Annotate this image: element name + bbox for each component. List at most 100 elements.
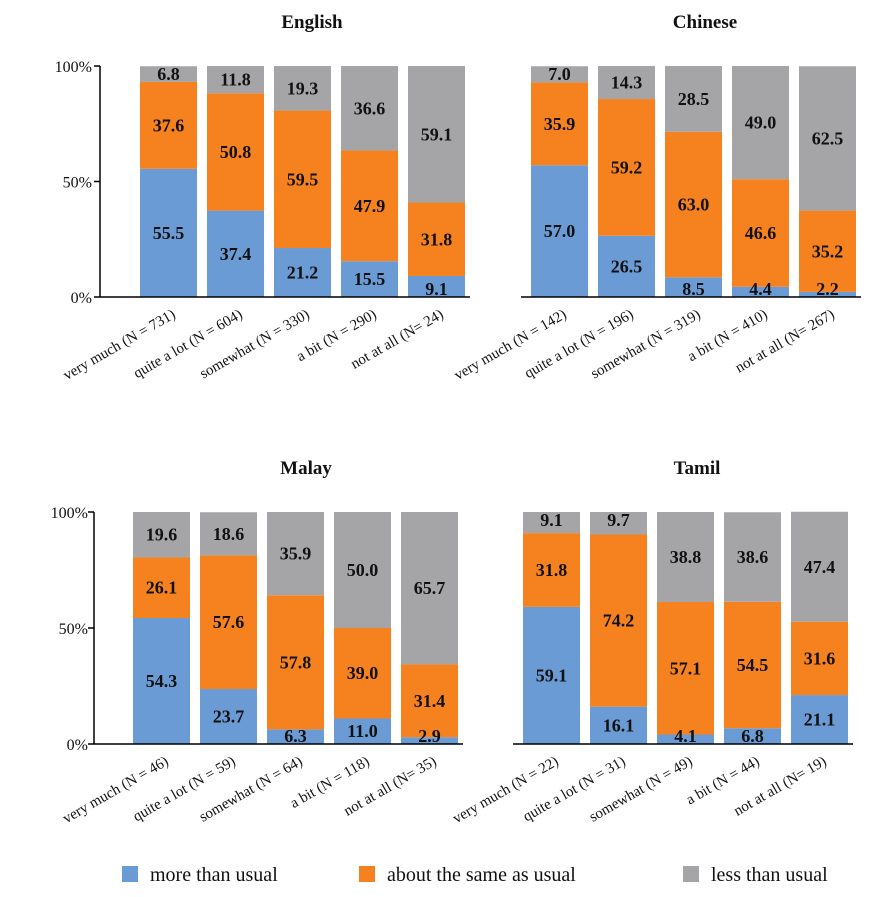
legend-label: more than usual [150,864,278,886]
bar-segment [590,706,647,744]
y-tick-label: 50% [63,175,92,192]
bar-segment [732,66,789,180]
bar-segment [140,168,197,297]
data-label: 6.8 [157,64,180,84]
x-category-label: quite a lot (N = 604) [131,307,246,382]
data-label: 47.9 [354,196,386,216]
data-label: 63.0 [678,195,710,215]
bar-segment [207,66,264,94]
bar-segment [791,621,848,696]
legend-swatch [359,866,375,882]
data-label: 2.2 [816,279,839,299]
bar-segment [334,628,391,719]
bar-segment [401,512,458,665]
bar-segment [140,81,197,169]
bar-segment [724,512,781,602]
data-label: 50.0 [347,560,379,580]
bar-segment [598,99,655,236]
bar-segment [200,555,257,690]
data-label: 8.5 [682,279,705,299]
data-label: 21.2 [287,263,319,283]
data-label: 57.0 [544,221,576,241]
bar-segment [531,66,588,83]
panel-title: English [281,12,343,33]
bar-segment [665,277,722,297]
bar-segment [207,210,264,297]
bar-segment [274,110,331,249]
bar-segment [401,737,458,744]
data-label: 11.8 [220,70,251,90]
bar-segment [401,664,458,738]
data-label: 35.2 [812,241,844,261]
y-tick-label: 0% [67,737,88,754]
data-label: 38.8 [670,547,702,567]
data-label: 46.6 [745,223,777,243]
data-label: 19.6 [146,525,178,545]
bar-segment [200,512,257,556]
bar-segment [598,235,655,297]
data-label: 59.5 [287,169,319,189]
bar-segment [523,533,580,607]
data-label: 4.4 [749,279,772,299]
bar-segment [200,689,257,744]
data-label: 26.5 [611,256,643,276]
data-label: 31.8 [421,229,453,249]
data-label: 50.8 [220,142,252,162]
data-label: 6.3 [284,726,307,746]
bar-segment [140,66,197,82]
bar-segment [732,286,789,297]
bar-segment [341,150,398,262]
data-label: 59.1 [421,124,453,144]
data-label: 37.4 [220,244,252,264]
data-label: 11.0 [347,721,378,741]
bar-segment [665,131,722,278]
data-label: 9.7 [607,510,630,530]
bar-segment [531,82,588,166]
data-label: 23.7 [213,707,245,727]
x-category-label: very much (N = 46) [60,754,171,827]
data-label: 57.6 [213,612,245,632]
data-label: 4.1 [674,726,697,746]
bar-segment [408,275,465,297]
data-label: 31.6 [804,648,836,668]
bar-segment [531,165,588,297]
data-label: 35.9 [544,114,576,134]
bar-segment [334,718,391,744]
data-label: 7.0 [548,64,571,84]
data-label: 28.5 [678,89,710,109]
bar-segment [523,606,580,744]
data-label: 15.5 [354,269,386,289]
x-category-label: quite a lot (N = 196) [522,307,637,382]
bar-segment [274,248,331,297]
legend-swatch [122,866,138,882]
bar-segment [799,291,856,297]
x-category-label: somewhat (N = 319) [588,307,703,383]
data-label: 59.2 [611,157,643,177]
bar-segment [341,66,398,151]
bar-segment [590,512,647,535]
legend-label: less than usual [711,864,828,886]
data-label: 54.5 [737,655,769,675]
data-label: 19.3 [287,78,319,98]
data-label: 31.4 [414,691,446,711]
data-label: 16.1 [603,715,635,735]
bar-segment [590,534,647,707]
data-label: 49.0 [745,113,777,133]
data-label: 59.1 [536,665,568,685]
data-label: 9.1 [540,510,563,530]
bar-segment [408,202,465,276]
bar-segment [408,66,465,203]
bar-segment [724,601,781,729]
bar-segment [791,511,848,622]
data-label: 6.8 [741,726,764,746]
data-label: 26.1 [146,578,178,598]
data-label: 38.6 [737,547,769,567]
data-label: 35.9 [280,544,312,564]
bar-segment [267,595,324,730]
bar-segment [799,66,856,211]
y-tick-label: 100% [55,59,92,76]
data-label: 54.3 [146,671,178,691]
x-category-label: very much (N = 142) [452,307,570,384]
panel-title: Chinese [673,12,737,33]
